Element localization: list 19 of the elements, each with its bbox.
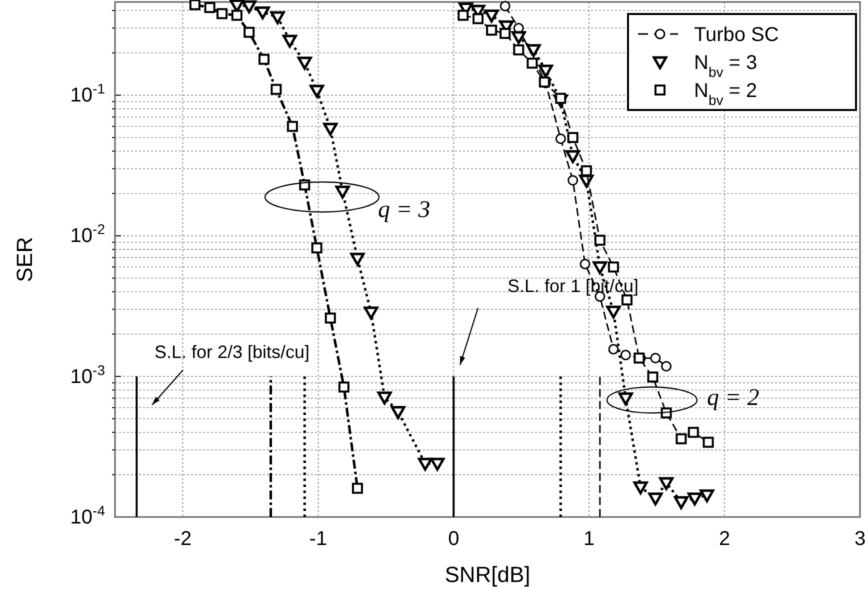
annotation: S.L. for 2/3 [bits/cu] (154, 342, 310, 362)
x-tick-label: -2 (174, 528, 192, 550)
y-tick-label: 10$^{-3}$ (70, 362, 106, 388)
x-tick-label: -1 (309, 528, 328, 550)
x-tick-label: 3 (854, 528, 865, 550)
y-tick-label: 10$^{-4}$ (70, 502, 106, 528)
y-tick-label: 10$^{-2}$ (70, 221, 106, 248)
x-tick-label: 0 (448, 528, 460, 550)
x-tick-label: 1 (584, 528, 595, 550)
legend-label: N$_{bv}$ = 3 (694, 52, 758, 80)
annotation: q = 3 (378, 197, 430, 223)
y-axis-title: SER (12, 236, 37, 282)
x-tick-label: 2 (718, 528, 730, 550)
annotation: q = 2 (707, 385, 760, 411)
x-axis-title: SNR[dB] (444, 562, 530, 587)
legend-label: Turbo SC (694, 24, 779, 46)
annotation: S.L. for 1 [bit/cu] (507, 276, 639, 296)
y-tick-label: 10$^{-1}$ (70, 80, 106, 107)
legend-label: N$_{bv}$ = 2 (694, 80, 758, 108)
